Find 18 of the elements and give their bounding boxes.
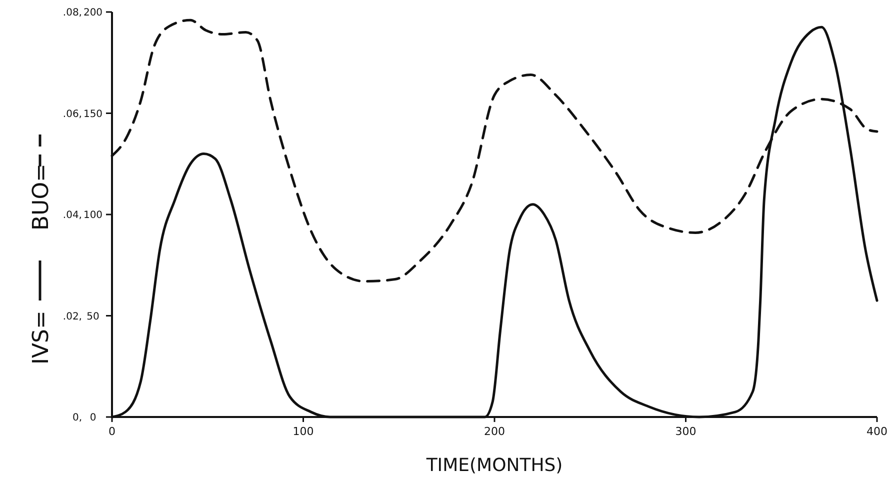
x-tick-label: 200 xyxy=(484,425,505,438)
y-tick-label: 0, xyxy=(72,412,82,424)
y2-tick-label: 0 xyxy=(90,412,96,424)
y-tick-label: .04, xyxy=(62,210,82,221)
legend-label: BUO= xyxy=(29,164,54,230)
y-tick-label: .08, xyxy=(62,8,82,18)
x-axis-title: TIME(MONTHS) xyxy=(425,455,563,476)
legend-label: IVS= xyxy=(29,310,54,364)
y2-tick-label: 50 xyxy=(86,311,100,322)
x-tick-label: 400 xyxy=(866,425,888,438)
x-tick-label: 0 xyxy=(108,425,116,438)
y2-tick-label: 150 xyxy=(83,108,103,120)
y2-tick-label: 200 xyxy=(83,8,103,18)
x-tick-label: 300 xyxy=(675,425,696,438)
y-tick-label: .02, xyxy=(62,311,82,322)
x-tick-label: 100 xyxy=(292,425,314,438)
y2-tick-label: 100 xyxy=(83,210,103,221)
y-tick-label: .06, xyxy=(62,108,82,120)
